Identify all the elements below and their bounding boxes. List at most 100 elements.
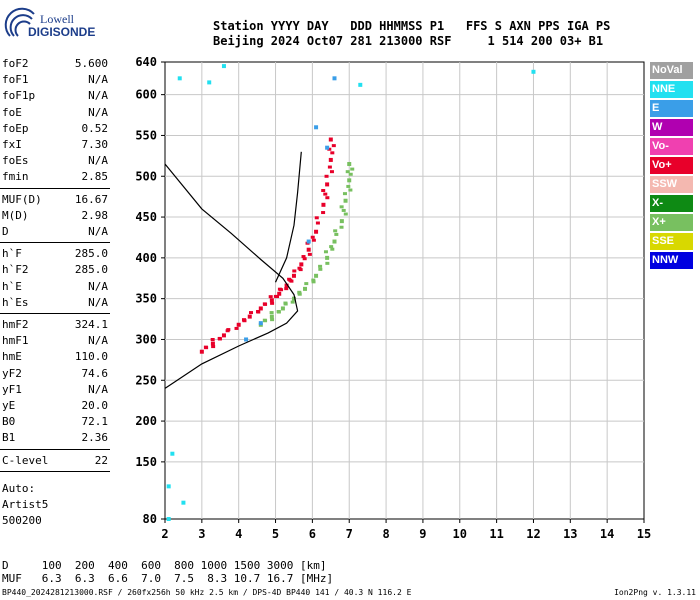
echo-point — [332, 239, 337, 244]
muf-table: D 100 200 400 600 800 1000 1500 3000 [km… — [2, 559, 333, 585]
echo-point — [358, 82, 363, 87]
y-tick-label: 250 — [135, 373, 157, 387]
echo-point — [269, 311, 274, 315]
echo-point — [166, 517, 171, 521]
echo-point — [291, 273, 296, 278]
echo-point — [221, 64, 226, 69]
echo-point — [341, 208, 346, 212]
plot-frame — [164, 61, 645, 520]
echo-point — [273, 294, 278, 298]
echo-point — [236, 322, 241, 327]
auto-version: 500200 — [2, 514, 42, 527]
param-name: hmF1 — [2, 334, 29, 348]
echo-point — [276, 309, 281, 313]
echo-point — [331, 144, 336, 148]
header-line-1: Station YYYY DAY DDD HHMMSS P1 FFS S AXN… — [213, 19, 611, 33]
echo-point — [277, 291, 282, 296]
legend-item-w: W — [650, 119, 693, 136]
y-tick-label: 550 — [135, 128, 157, 142]
echo-point — [347, 162, 352, 167]
param-name: B0 — [2, 415, 16, 429]
y-tick-label: 640 — [135, 55, 157, 69]
legend-item-x: X- — [650, 195, 693, 212]
version-label: Ion2Png v. 1.3.11 — [614, 588, 696, 597]
legend-item-ssw: SSW — [650, 176, 693, 193]
echo-point — [170, 451, 175, 456]
echo-point — [287, 277, 292, 281]
param-value: 285.0 — [74, 247, 108, 261]
param-name: D — [2, 225, 9, 238]
param-row-yf1: yF1 N/A — [2, 382, 108, 398]
param-row-he: h`E N/A — [2, 279, 108, 295]
x-tick-label: 2 — [161, 527, 168, 541]
echo-point — [217, 336, 222, 340]
param-name: B1 — [2, 431, 16, 445]
param-name: foF2 — [2, 57, 29, 70]
echo-point — [311, 238, 316, 242]
param-row-hmf1: hmF1 N/A — [2, 333, 108, 349]
param-value: 2.85 — [81, 170, 109, 184]
echo-point — [315, 221, 320, 225]
param-row-fof2: foF2 5.600 — [2, 56, 108, 72]
param-value: 2.98 — [81, 208, 109, 222]
echo-point — [258, 321, 263, 326]
param-value: N/A — [88, 225, 108, 238]
echo-point — [234, 326, 239, 330]
echo-point — [329, 245, 334, 249]
echo-point — [283, 301, 288, 305]
param-name: h`F — [2, 247, 22, 261]
param-name: hmE — [2, 350, 22, 364]
x-tick-label: 5 — [272, 527, 279, 541]
echo-point — [350, 167, 355, 171]
x-tick-label: 12 — [526, 527, 540, 541]
logo-rings-icon — [4, 7, 35, 37]
echo-point — [330, 247, 335, 251]
param-name: foE — [2, 105, 22, 119]
echo-point — [307, 252, 312, 256]
param-value: 110.0 — [74, 350, 108, 364]
param-value: N/A — [88, 105, 108, 119]
param-value: 324.1 — [74, 318, 108, 331]
param-value: N/A — [88, 89, 108, 103]
param-name: yE — [2, 399, 16, 412]
param-value: N/A — [88, 73, 108, 87]
param-row-hes: h`Es N/A — [2, 295, 108, 311]
param-name: yF2 — [2, 366, 22, 380]
param-row-fxi: fxI 7.30 — [2, 137, 108, 153]
param-value: N/A — [88, 382, 108, 396]
legend-item-e: E — [650, 100, 693, 117]
param-value: 5.600 — [74, 57, 108, 70]
param-value: N/A — [88, 295, 108, 309]
echo-point — [325, 182, 330, 187]
echo-point — [221, 333, 226, 338]
param-name: foEs — [2, 154, 29, 168]
echo-point — [318, 267, 323, 271]
param-row-foes: foEs N/A — [2, 153, 108, 169]
y-tick-label: 400 — [135, 251, 157, 265]
echo-point — [166, 484, 171, 489]
echo-point — [348, 188, 353, 192]
echo-point — [303, 286, 308, 291]
param-separator — [0, 470, 110, 472]
param-value: N/A — [88, 334, 108, 348]
x-tick-label: 6 — [309, 527, 316, 541]
param-row-fof1: foF1 N/A — [2, 72, 108, 88]
echo-point — [280, 306, 285, 311]
echo-point — [332, 76, 337, 81]
param-row-hme: hmE 110.0 — [2, 349, 108, 365]
echo-point — [314, 229, 319, 234]
digisonde-logo: Lowell DIGISONDE — [4, 4, 124, 44]
echo-point — [203, 345, 208, 349]
muf-value-row: MUF 6.3 6.3 6.6 7.0 7.5 8.3 10.7 16.7 [M… — [2, 572, 334, 585]
echo-point — [325, 145, 330, 150]
echo-point — [270, 301, 275, 305]
logo-text-digisonde: DIGISONDE — [28, 25, 96, 39]
echo-point — [177, 76, 182, 81]
x-tick-label: 3 — [198, 527, 205, 541]
param-row-fmin: fmin 2.85 — [2, 169, 108, 185]
param-value: 16.67 — [74, 192, 108, 206]
param-value: N/A — [88, 279, 108, 293]
station-header: Station YYYY DAY DDD HHMMSS P1 FFS S AXN… — [213, 19, 610, 49]
param-row-mufd: MUF(D) 16.67 — [2, 192, 108, 208]
polarization-legend: NoVal NNE E W Vo- Vo+ SSW X- X+ SSE NNW — [650, 62, 693, 271]
